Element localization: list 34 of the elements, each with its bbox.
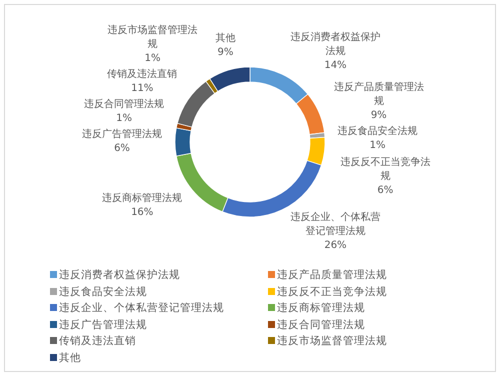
legend-label: 违反反不正当竞争法规 — [276, 284, 388, 300]
slice-label: 违反消费者权益保护法规 — [289, 30, 382, 59]
data-label: 6% — [376, 184, 394, 198]
legend-label: 违反企业、个体私营登记管理法规 — [58, 301, 225, 316]
legend-label: 违反产品质量管理法规 — [276, 268, 388, 283]
data-label: 26% — [323, 239, 348, 254]
slice-label: 违反商标管理法规 — [102, 192, 182, 206]
donut-slice — [177, 80, 216, 128]
data-label: 6% — [113, 142, 131, 156]
data-label: 16% — [130, 206, 154, 220]
data-label: 1% — [144, 52, 162, 66]
legend-label: 违反合同管理法规 — [276, 318, 366, 332]
slice-label: 传销及违法直销 — [107, 68, 178, 82]
data-label: 14% — [323, 58, 348, 73]
legend-label: 违反商标管理法规 — [276, 301, 366, 316]
legend-label: 违反消费者权益保护法规 — [58, 268, 181, 283]
legend-label: 违反食品安全法规 — [58, 284, 148, 300]
legend-label: 传销及违法直销 — [58, 334, 137, 349]
data-label: 11% — [130, 82, 154, 96]
slice-label: 违反广告管理法规 — [82, 128, 162, 142]
data-label: 1% — [368, 138, 387, 153]
slice-label: 其他 — [215, 32, 236, 46]
slice-label: 违反合同管理法规 — [84, 98, 164, 112]
data-label: 9% — [216, 46, 234, 60]
slice-label: 违反反不正当竞争法规 — [339, 156, 432, 184]
slice-label: 违反企业、个体私营登记管理法规 — [289, 211, 382, 240]
slice-label: 违反产品质量管理法规 — [332, 81, 425, 110]
slice-label: 违反食品安全法规 — [338, 124, 418, 139]
data-label: 1% — [115, 112, 134, 126]
legend-label: 其他 — [58, 350, 82, 366]
legend-label: 违反广告管理法规 — [58, 318, 148, 332]
legend-label: 违反市场监督管理法规 — [276, 334, 388, 349]
slice-label: 违反市场监督管理法规 — [106, 24, 199, 52]
data-label: 9% — [370, 109, 388, 124]
